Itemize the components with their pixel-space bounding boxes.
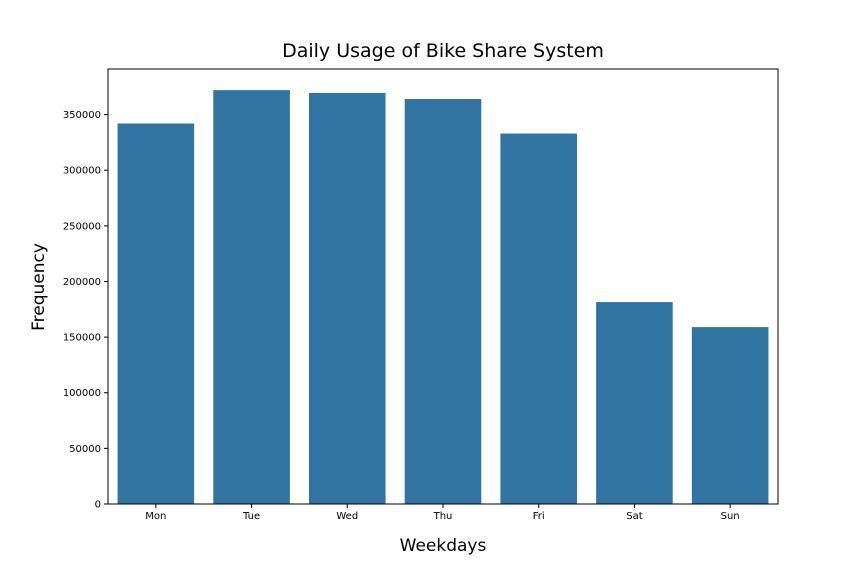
x-tick-label: Fri	[533, 511, 545, 522]
bar-tue	[213, 90, 290, 504]
y-tick-label: 50000	[69, 444, 101, 455]
x-tick-label: Mon	[145, 511, 166, 522]
x-tick-label: Thu	[433, 511, 453, 522]
y-tick-label: 100000	[63, 388, 101, 399]
y-axis-label: Frequency	[29, 243, 49, 331]
x-tick-label: Tue	[242, 511, 260, 522]
bar-mon	[117, 123, 195, 504]
y-tick-label: 350000	[63, 110, 101, 121]
x-axis-ticks: Mon Tue Wed Thu Fri Sat Sun	[145, 504, 740, 522]
plot-frame	[107, 68, 779, 505]
bars-group	[117, 90, 769, 504]
y-tick-label: 150000	[63, 333, 101, 344]
y-tick-label: 300000	[63, 166, 101, 177]
x-axis-label: Weekdays	[400, 536, 487, 556]
y-tick-label: 200000	[63, 277, 101, 288]
y-tick-label: 250000	[63, 221, 101, 232]
bar-thu	[404, 99, 482, 504]
x-tick-label: Sat	[626, 511, 642, 522]
bar-wed	[309, 92, 386, 504]
chart-title: Daily Usage of Bike Share System	[282, 40, 604, 62]
y-tick-label: 0	[95, 500, 101, 511]
bar-fri	[500, 133, 577, 504]
y-axis-ticks: 0 50000 100000 150000 200000 250000 300000 3500…	[63, 110, 108, 511]
x-tick-label: Wed	[336, 511, 358, 522]
bar-sat	[596, 302, 673, 504]
bar-sun	[691, 327, 769, 504]
x-tick-label: Sun	[721, 511, 740, 522]
